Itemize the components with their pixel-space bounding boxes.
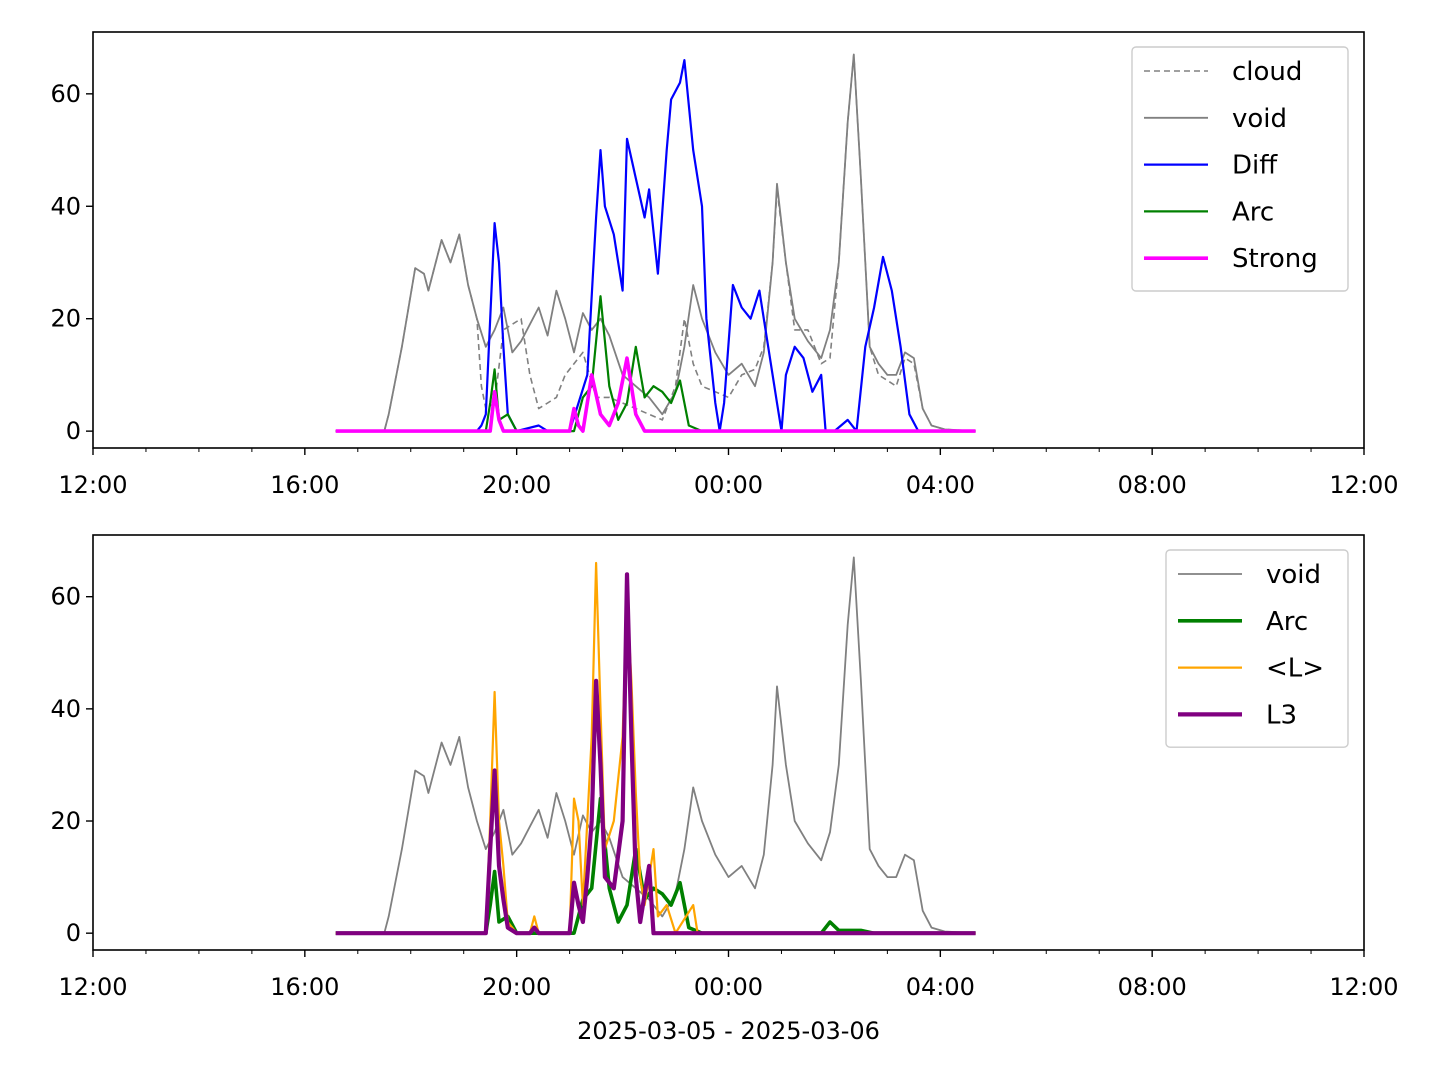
top-series-strong-line: [335, 356, 976, 433]
bottom-series-arc-line: [335, 796, 976, 935]
bottom-legend-label-l: <L>: [1266, 654, 1324, 684]
bottom-y-tick-label: 0: [66, 919, 81, 947]
top-series-void-line: [335, 53, 976, 432]
bottom-series-l3-line: [335, 572, 976, 936]
top-y-tick-label: 0: [66, 417, 81, 445]
top-legend-label-strong: Strong: [1232, 244, 1318, 274]
top-x-tick-label: 04:00: [906, 471, 975, 499]
bottom-y-tick-label: 40: [50, 695, 81, 723]
bottom-y-tick-label: 20: [50, 807, 81, 835]
top-x-tick-label: 08:00: [1118, 471, 1187, 499]
top-x-tick-label: 12:00: [58, 471, 127, 499]
top-legend-label-void: void: [1232, 104, 1287, 134]
bottom-series-l-line: [335, 561, 976, 935]
bottom-x-tick-label: 00:00: [694, 973, 763, 1001]
top-legend-label-diff: Diff: [1232, 151, 1278, 181]
bottom-x-tick-label: 08:00: [1118, 973, 1187, 1001]
top-legend-label-arc: Arc: [1232, 197, 1274, 227]
bottom-legend-label-void: void: [1266, 560, 1321, 590]
bottom-y-tick-label: 60: [50, 583, 81, 611]
bottom-series-void-line: [335, 556, 976, 935]
bottom-x-tick-label: 16:00: [270, 973, 339, 1001]
bottom-x-tick-label: 12:00: [58, 973, 127, 1001]
top-series-group: [335, 53, 976, 433]
bottom-chart-x-axis-label: 2025-03-05 - 2025-03-06: [577, 1017, 880, 1045]
top-x-tick-label: 16:00: [270, 471, 339, 499]
bottom-x-tick-label: 12:00: [1329, 973, 1398, 1001]
top-y-tick-label: 40: [50, 192, 81, 220]
top-x-tick-label: 12:00: [1329, 471, 1398, 499]
top-legend-box: [1131, 46, 1349, 292]
top-legend: cloud void Diff Arc Strong: [1131, 46, 1349, 292]
bottom-x-tick-label: 20:00: [482, 973, 551, 1001]
bottom-legend-label-l3: L3: [1266, 700, 1297, 730]
top-x-tick-label: 00:00: [694, 471, 763, 499]
bottom-x-tick-label: 04:00: [906, 973, 975, 1001]
top-chart-panel: 0 20 40 60 12:00 16:00 20:00 00:00 04:00 08:00 12:…: [50, 31, 1399, 499]
top-series-cloud-line: [335, 53, 976, 432]
bottom-series-group: [335, 556, 976, 936]
bottom-legend: void Arc <L> L3: [1165, 549, 1349, 748]
top-y-tick-label: 60: [50, 80, 81, 108]
top-x-tick-label: 20:00: [482, 471, 551, 499]
top-y-tick-label: 20: [50, 305, 81, 333]
bottom-legend-label-arc: Arc: [1266, 607, 1308, 637]
bottom-legend-box: [1165, 549, 1349, 748]
bottom-chart-panel: 0 20 40 60 12:00 16:00 20:00 00:00 04:00 08:00 12:…: [50, 534, 1399, 1001]
top-legend-label-cloud: cloud: [1232, 57, 1302, 87]
